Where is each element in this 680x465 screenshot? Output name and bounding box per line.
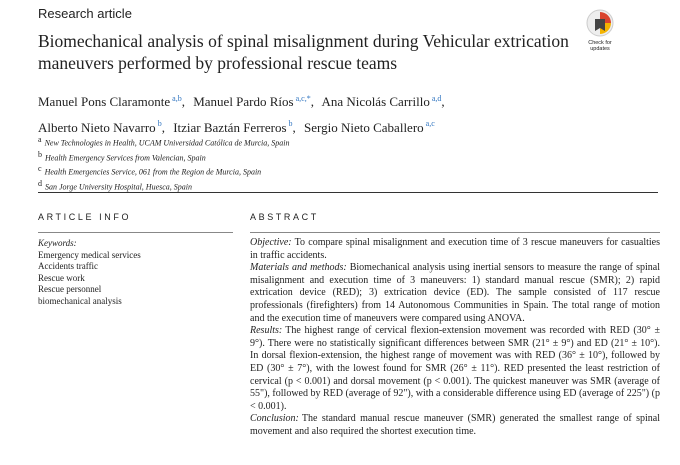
affiliation-mark: a,b (172, 94, 182, 103)
section-text: To compare spinal misalignment and execu… (250, 237, 660, 261)
author-name: Ana Nicolás Carrillo (321, 94, 430, 110)
separator: , (181, 94, 185, 110)
abstract: Objective: To compare spinal misalignment… (250, 237, 660, 439)
affiliation-mark: b (288, 119, 293, 129)
keyword: Accidents traffic (38, 261, 99, 271)
author-name: Manuel Pons Claramonte (38, 94, 171, 110)
section-label: Results: (250, 325, 283, 337)
affiliation-mark: d (38, 178, 42, 188)
affiliation-mark: a,c,* (295, 94, 311, 103)
abstract-section: Materials and methods: Biomechanical anal… (250, 262, 660, 325)
author-name: Alberto Nieto Navarro (38, 119, 156, 135)
author: Itziar Baztán Ferreros b, (173, 119, 296, 135)
keyword: Rescue personnel (38, 284, 102, 294)
section-label: Materials and methods: (250, 262, 347, 274)
author-name: Itziar Baztán Ferreros (173, 119, 287, 135)
section-text: Biomechanical analysis using inertial se… (250, 262, 660, 324)
keywords-label: Keywords: (38, 238, 77, 248)
check-updates-badge[interactable]: Check for updates (580, 8, 620, 52)
badge-text: Check for updates (588, 40, 612, 52)
paper-title: Biomechanical analysis of spinal misalig… (38, 31, 569, 73)
section-text: The standard manual rescue maneuver (SMR… (250, 413, 660, 437)
author-name: Sergio Nieto Caballero (304, 119, 424, 135)
author: Sergio Nieto Caballero a,c (304, 119, 435, 135)
affiliations: a New Technologies in Health, UCAM Univer… (38, 134, 290, 193)
abstract-heading: ABSTRACT (250, 212, 319, 222)
article-info-heading: ARTICLE INFO (38, 212, 132, 222)
author: Alberto Nieto Navarro b, (38, 119, 165, 135)
affiliation-mark: b (157, 119, 162, 129)
author: Manuel Pardo Ríos a,c,*, (193, 94, 314, 109)
separator: , (441, 94, 445, 110)
affiliation-mark: a (38, 135, 42, 144)
affiliation-text: Health Emergencies Service, 061 from the… (44, 167, 262, 177)
section-text: The highest range of cervical flexion-ex… (250, 325, 660, 412)
affiliation-text: Health Emergency Services from Valencian… (45, 153, 206, 163)
abstract-section: Objective: To compare spinal misalignment… (250, 237, 660, 262)
keyword: Emergency medical services (38, 249, 141, 260)
affiliation: d San Jorge University Hospital, Huesca, … (38, 178, 290, 193)
abstract-section: Conclusion: The standard manual rescue ma… (250, 413, 660, 438)
author: Manuel Pons Claramonte a,b, (38, 94, 185, 109)
section-label: Conclusion: (250, 413, 299, 425)
keywords: Keywords: Emergency medical services Acci… (38, 238, 141, 307)
separator: , (310, 94, 314, 110)
affiliation: b Health Emergency Services from Valencia… (38, 149, 290, 164)
affiliation-mark: c (38, 164, 42, 174)
article-type: Research article (38, 6, 132, 21)
author: Ana Nicolás Carrillo a,d, (322, 94, 445, 109)
separator: , (292, 119, 296, 135)
affiliation: a New Technologies in Health, UCAM Univer… (38, 134, 290, 149)
affiliation-mark: b (38, 149, 42, 159)
badge-icon (586, 9, 614, 37)
affiliation-mark: a,c (425, 119, 435, 129)
affiliation-text: San Jorge University Hospital, Huesca, S… (45, 182, 193, 192)
affiliation: c Health Emergencies Service, 061 from th… (38, 163, 290, 178)
divider (38, 192, 658, 193)
affiliation-mark: a,d (431, 94, 442, 103)
divider (38, 232, 233, 233)
affiliation-text: New Technologies in Health, UCAM Univers… (44, 138, 290, 148)
abstract-section: Results: The highest range of cervical fl… (250, 325, 660, 413)
keyword: Rescue work (38, 272, 85, 283)
section-label: Objective: (250, 237, 292, 248)
keyword: biomechanical analysis (38, 295, 122, 306)
author-list: Manuel Pons Claramonte a,b, Manuel Pardo … (38, 88, 558, 139)
author-name: Manuel Pardo Ríos (193, 94, 294, 110)
separator: , (161, 119, 165, 135)
divider (250, 232, 660, 233)
